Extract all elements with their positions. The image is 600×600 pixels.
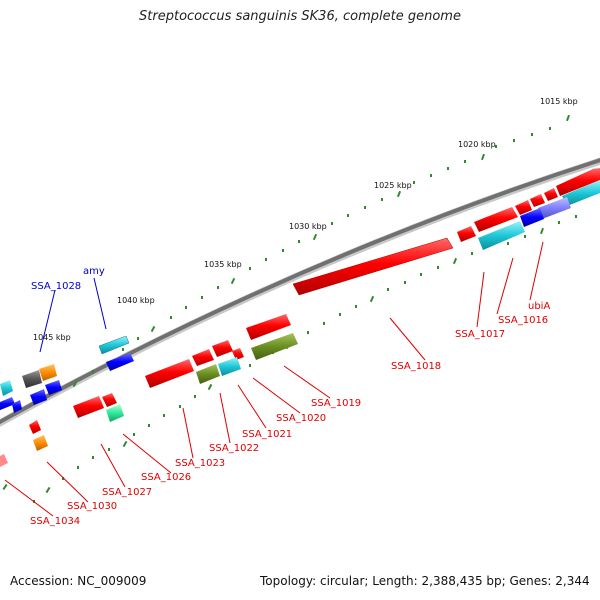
reverse-strand-features	[0, 168, 600, 467]
label-ssa1027[interactable]: SSA_1027	[102, 487, 152, 498]
label-ssa1017[interactable]: SSA_1017	[455, 329, 505, 340]
scale-label-1045: 1045 kbp	[33, 333, 71, 342]
topology-text: Topology: circular; Length: 2,388,435 bp…	[260, 574, 590, 588]
scale-label-1040: 1040 kbp	[117, 296, 155, 305]
label-ssa1028[interactable]: SSA_1028	[31, 281, 81, 292]
label-ssa1016[interactable]: SSA_1016	[498, 315, 548, 326]
scale-label-1015: 1015 kbp	[540, 97, 578, 106]
scale-label-1030: 1030 kbp	[289, 222, 327, 231]
leader-lines-red	[4, 241, 544, 517]
gene-ssa1021-1023-cluster[interactable]	[145, 314, 291, 388]
label-ssa1020[interactable]: SSA_1020	[276, 413, 326, 424]
label-amy[interactable]: amy	[83, 266, 105, 277]
label-ssa1021[interactable]: SSA_1021	[242, 429, 292, 440]
forward-strand-features	[0, 335, 134, 413]
scale-label-1025: 1025 kbp	[374, 181, 412, 190]
gene-ssa1018-arrow[interactable]	[292, 237, 454, 296]
gene-ssa1028-cluster[interactable]	[0, 364, 62, 413]
label-ssa1026[interactable]: SSA_1026	[141, 472, 191, 483]
gene-ssa1026-1030-cluster[interactable]	[0, 393, 124, 467]
label-ssa1018[interactable]: SSA_1018	[391, 361, 441, 372]
label-ssa1022[interactable]: SSA_1022	[209, 443, 259, 454]
scale-label-1020: 1020 kbp	[458, 140, 496, 149]
map-title: Streptococcus sanguinis SK36, complete g…	[139, 9, 461, 24]
gene-amy-arrow[interactable]	[98, 335, 134, 371]
scale-ticks-outer	[72, 114, 570, 388]
label-ssa1019[interactable]: SSA_1019	[311, 398, 361, 409]
scale-label-1035: 1035 kbp	[204, 260, 242, 269]
gene-labels: ubiA SSA_1016 SSA_1017 SSA_1018 SSA_1019…	[30, 266, 550, 527]
gene-cluster-right[interactable]	[457, 168, 600, 250]
label-ssa1023[interactable]: SSA_1023	[175, 458, 225, 469]
gene-ssa1019-arrow[interactable]	[251, 333, 298, 360]
scale-labels: 1015 kbp 1020 kbp 1025 kbp 1030 kbp 1035…	[33, 97, 578, 342]
genome-backbone	[0, 157, 600, 427]
label-ssa1034[interactable]: SSA_1034	[30, 516, 80, 527]
label-ssa1030[interactable]: SSA_1030	[67, 501, 117, 512]
scale-ticks-inner	[2, 215, 577, 503]
leader-lines-blue	[39, 277, 107, 353]
accession-text: Accession: NC_009009	[10, 574, 147, 588]
label-ubiA[interactable]: ubiA	[528, 301, 550, 312]
